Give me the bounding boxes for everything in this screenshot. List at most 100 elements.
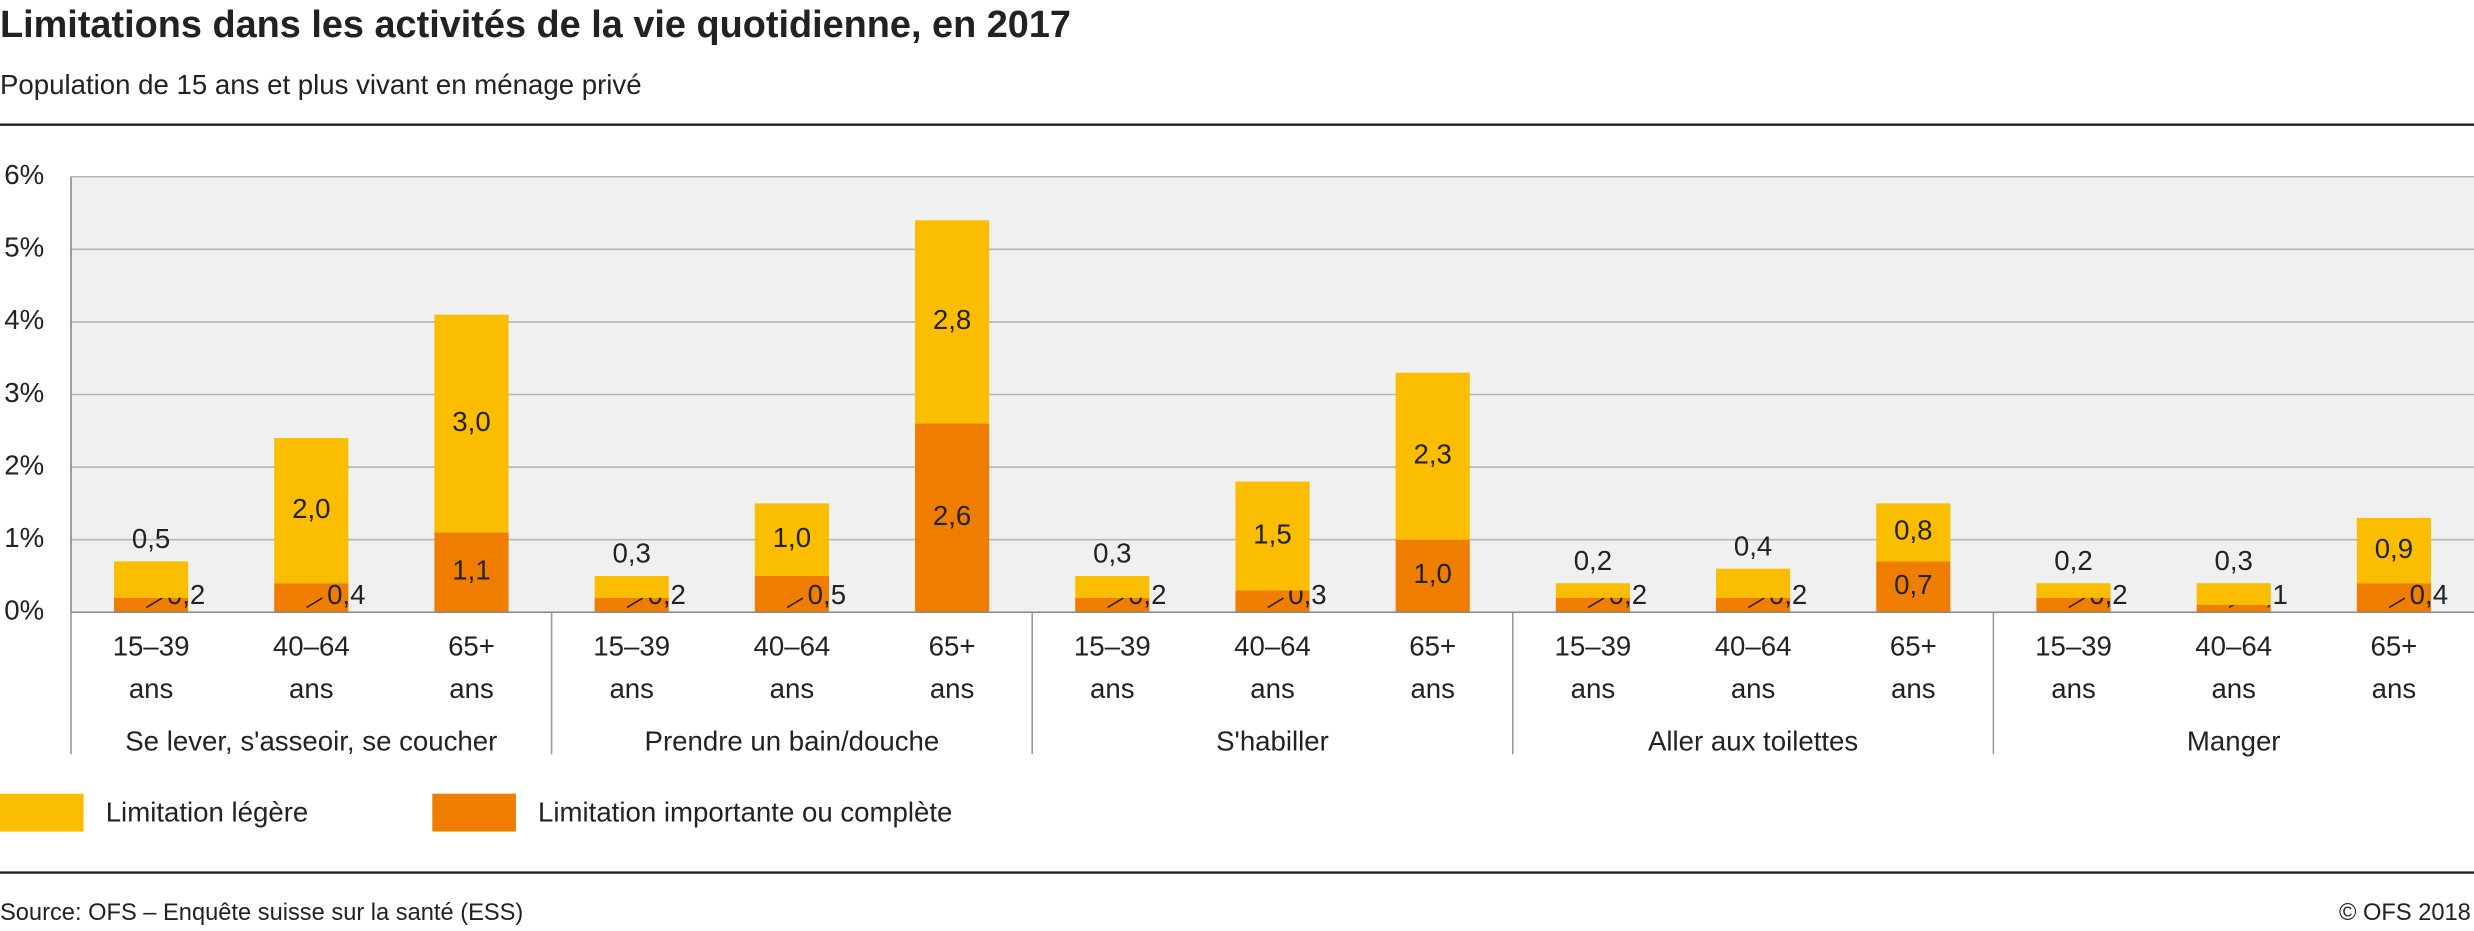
data-label: 2,3 xyxy=(1414,438,1452,469)
x-tick-label: 15–39 ans xyxy=(1074,631,1151,705)
data-label: 0,2 xyxy=(2054,545,2092,576)
y-tick-label: 0% xyxy=(4,595,44,626)
bar-segment xyxy=(274,438,349,584)
x-tick-label-line: ans xyxy=(289,673,334,704)
x-tick-label-line: ans xyxy=(1731,673,1776,704)
data-label: 0,3 xyxy=(613,538,651,569)
x-tick-label-line: 65+ xyxy=(448,631,495,662)
data-label: 3,0 xyxy=(452,406,490,437)
x-tick-label-line: 65+ xyxy=(1409,631,1456,662)
x-tick-label-line: ans xyxy=(2211,673,2256,704)
bar-segment xyxy=(2036,583,2111,598)
x-tick-label: 15–39 ans xyxy=(113,631,190,705)
source: Source: OFS – Enquête suisse sur la sant… xyxy=(0,900,523,926)
data-label: 0,3 xyxy=(1093,538,1131,569)
data-label: 0,4 xyxy=(1734,530,1772,561)
bar-segment xyxy=(1235,590,1310,613)
group-label: Aller aux toilettes xyxy=(1648,725,1858,756)
x-tick-label-line: 15–39 xyxy=(113,631,190,662)
bar-segment xyxy=(2356,517,2431,584)
x-tick-label-line: 65+ xyxy=(1890,631,1937,662)
x-tick-label-line: 40–64 xyxy=(1234,631,1311,662)
data-label: 1,0 xyxy=(773,522,811,553)
bar-segment xyxy=(1395,539,1470,613)
bar-segment xyxy=(1395,372,1470,540)
x-tick-label: 15–39 ans xyxy=(593,631,670,705)
x-tick-label: 15–39 ans xyxy=(1555,631,1632,705)
bar-segment xyxy=(1555,583,1630,598)
leader-line xyxy=(1747,597,1765,609)
x-tick-label-line: ans xyxy=(2372,673,2417,704)
leader-line xyxy=(2068,597,2085,609)
x-tick-label-line: 65+ xyxy=(929,631,976,662)
group-label: S'habiller xyxy=(1216,725,1329,756)
data-label: 2,6 xyxy=(933,500,971,531)
x-tick-label-line: ans xyxy=(1250,673,1295,704)
leader-line xyxy=(145,597,163,609)
x-tick-label-line: 40–64 xyxy=(2195,631,2272,662)
bar-segment xyxy=(594,575,669,598)
x-tick-label: 65+ ans xyxy=(929,631,976,705)
legend-label: Limitation importante ou complète xyxy=(538,796,952,827)
leader-line xyxy=(1107,597,1124,609)
x-tick-label-line: 15–39 xyxy=(1555,631,1632,662)
data-label: 1,1 xyxy=(452,555,490,586)
chart-subtitle: Population de 15 ans et plus vivant en m… xyxy=(0,69,642,100)
x-tick-label: 65+ ans xyxy=(2370,631,2417,705)
x-tick-label: 40–64 ans xyxy=(754,631,831,705)
x-tick-label-line: ans xyxy=(1891,673,1936,704)
x-tick-label: 40–64 ans xyxy=(2195,631,2272,705)
legend-label: Limitation légère xyxy=(106,796,309,827)
leader-line xyxy=(626,597,644,609)
x-tick-label-line: 65+ xyxy=(2370,631,2417,662)
legend-swatch xyxy=(0,793,84,832)
bar-segment xyxy=(2196,604,2271,613)
x-tick-label-line: ans xyxy=(770,673,815,704)
x-tick-label: 40–64 ans xyxy=(1234,631,1311,705)
bar-segment xyxy=(114,561,189,598)
data-label: 1,0 xyxy=(1414,558,1452,589)
x-tick-label-line: 40–64 xyxy=(1715,631,1792,662)
x-tick-label-line: ans xyxy=(129,673,174,704)
x-tick-label: 15–39 ans xyxy=(2035,631,2112,705)
legend-swatch xyxy=(432,793,516,832)
bar-segment xyxy=(434,314,509,533)
bar-segment xyxy=(915,423,990,613)
y-tick-label: 5% xyxy=(4,232,44,263)
data-label: 0,9 xyxy=(2375,533,2413,564)
leader-line xyxy=(1587,597,1605,609)
x-tick-label-line: ans xyxy=(1571,673,1616,704)
data-label: 2,0 xyxy=(292,493,330,524)
data-label: 1,5 xyxy=(1253,518,1291,549)
x-tick-label-line: 40–64 xyxy=(754,631,831,662)
data-label: 0,2 xyxy=(1574,545,1612,576)
x-tick-label-line: ans xyxy=(930,673,975,704)
bar-segment xyxy=(2356,583,2431,613)
x-tick-label: 65+ ans xyxy=(448,631,495,705)
bar-segment xyxy=(915,220,990,424)
x-tick-label: 65+ ans xyxy=(1890,631,1937,705)
bar-segment xyxy=(754,503,829,576)
data-label: 0,7 xyxy=(1894,569,1932,600)
data-label: 0,8 xyxy=(1894,515,1932,546)
data-label: 2,8 xyxy=(933,304,971,335)
bar-segment xyxy=(274,583,349,613)
data-label: 0,3 xyxy=(2215,545,2253,576)
bar-segment xyxy=(434,532,509,613)
leader-line xyxy=(306,597,323,609)
bar-segment xyxy=(1075,575,1150,598)
leader-line xyxy=(1267,597,1284,609)
group-label: Manger xyxy=(2187,725,2281,756)
x-tick-label-line: 15–39 xyxy=(2035,631,2112,662)
x-tick-label-line: 40–64 xyxy=(273,631,350,662)
bar-segment xyxy=(1876,561,1951,613)
bar-segment xyxy=(2196,583,2271,605)
bar-segment xyxy=(1716,568,1791,598)
x-tick-label-line: 15–39 xyxy=(1074,631,1151,662)
data-label: 0,4 xyxy=(327,579,365,610)
x-tick-label-line: ans xyxy=(609,673,654,704)
x-tick-label-line: ans xyxy=(1410,673,1455,704)
data-label: 0,5 xyxy=(808,579,846,610)
group-label: Prendre un bain/douche xyxy=(645,725,940,756)
